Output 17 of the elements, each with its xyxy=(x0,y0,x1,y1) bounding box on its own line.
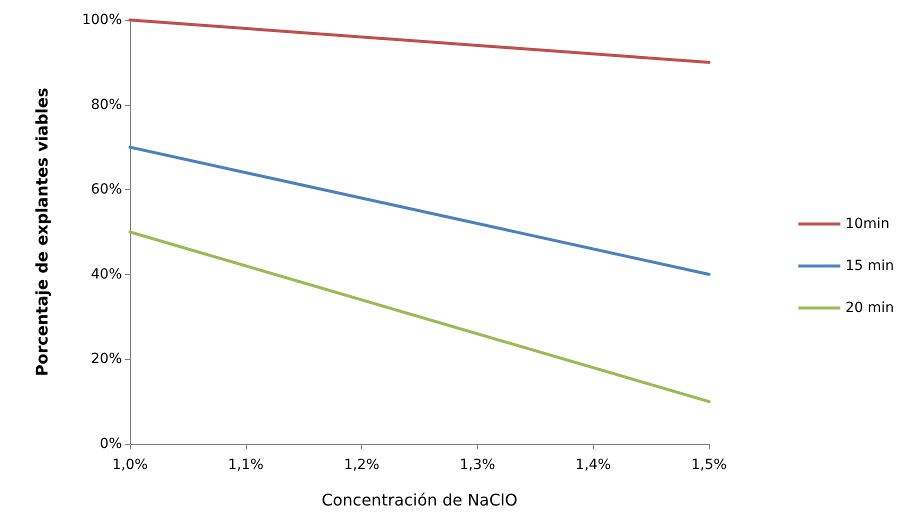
y-tick-label: 40% xyxy=(90,266,122,282)
x-tick-label: 1,5% xyxy=(691,457,727,473)
y-tick-label: 20% xyxy=(90,351,122,368)
x-tick-label: 1,3% xyxy=(460,457,496,473)
x-tick-label: 1,4% xyxy=(575,457,611,473)
x-axis-title: Concentración de NaClO xyxy=(322,490,518,510)
y-tick-label: 60% xyxy=(90,182,122,198)
y-axis-title: Porcentaje de explantes viables xyxy=(32,88,52,376)
y-tick-label: 80% xyxy=(90,96,122,113)
x-tick-label: 1,2% xyxy=(344,457,380,473)
legend-label: 15 min xyxy=(845,258,894,274)
legend-label: 20 min xyxy=(845,300,894,316)
x-tick-label: 1,0% xyxy=(112,457,148,473)
legend-label: 10min xyxy=(845,216,890,232)
y-tick-label: 0% xyxy=(100,436,122,452)
y-tick-label: 100% xyxy=(82,12,122,28)
x-tick-label: 1,1% xyxy=(228,457,264,473)
